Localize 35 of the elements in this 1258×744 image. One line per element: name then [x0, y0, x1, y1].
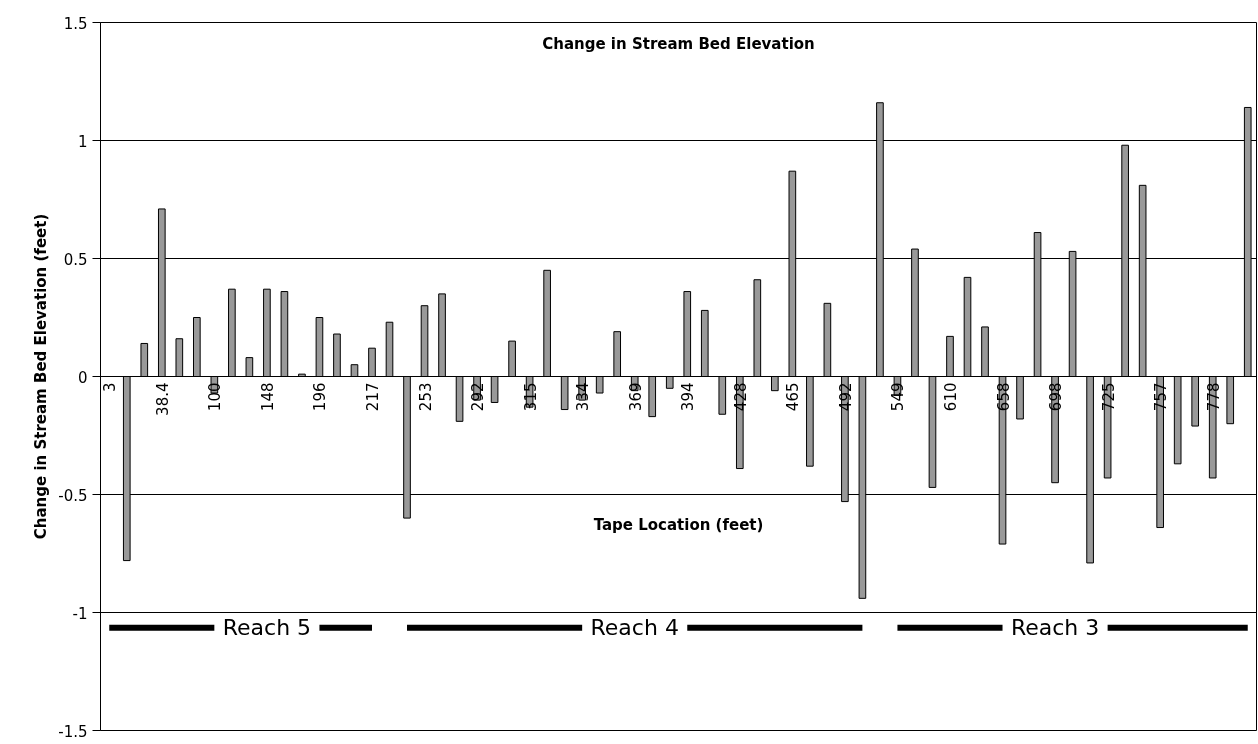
- y-tick-label: -1: [72, 604, 88, 623]
- y-tick-label: 0: [77, 368, 88, 387]
- x-tick-label: 492: [836, 382, 855, 412]
- x-axis-title: Tape Location (feet): [593, 516, 764, 535]
- x-tick-label: 292: [469, 382, 488, 412]
- x-tick-label: 658: [994, 382, 1013, 412]
- x-tick-label: 757: [1152, 382, 1171, 412]
- x-tick-label: 253: [416, 382, 435, 412]
- x-tick-label: 725: [1099, 382, 1118, 412]
- x-tick-label: 698: [1047, 382, 1066, 412]
- x-tick-label: 369: [626, 382, 645, 412]
- y-tick-label: -0.5: [58, 486, 88, 505]
- x-tick-label: 217: [363, 382, 382, 412]
- x-tick-label: 778: [1204, 382, 1223, 412]
- annotation: Reach 3: [1010, 615, 1100, 641]
- x-tick-label: 148: [258, 382, 277, 412]
- x-tick-label: 100: [206, 382, 225, 412]
- x-tick-label: 428: [731, 382, 750, 412]
- annotation: Reach 5: [222, 615, 312, 641]
- y-tick-label: 0.5: [63, 250, 88, 269]
- x-tick-label: 334: [574, 382, 593, 412]
- y-tick-label: 1: [77, 132, 88, 151]
- text: Change in Stream Bed Elevation: [542, 34, 815, 53]
- annotation: Reach 4: [590, 615, 679, 641]
- x-tick-label: 549: [889, 382, 908, 412]
- y-tick-label: 1.5: [63, 14, 88, 33]
- x-tick-label: 38.4: [153, 382, 172, 416]
- y-axis-title: Change in Stream Bed Elevation (feet): [32, 213, 51, 540]
- x-tick-label: 610: [941, 382, 960, 412]
- x-tick-label: 465: [784, 382, 803, 412]
- x-tick-label: 3: [101, 382, 120, 393]
- x-tick-label: 315: [521, 382, 540, 412]
- y-tick-label: -1.5: [58, 722, 88, 741]
- x-tick-label: 196: [311, 382, 330, 412]
- x-tick-label: 394: [679, 382, 698, 412]
